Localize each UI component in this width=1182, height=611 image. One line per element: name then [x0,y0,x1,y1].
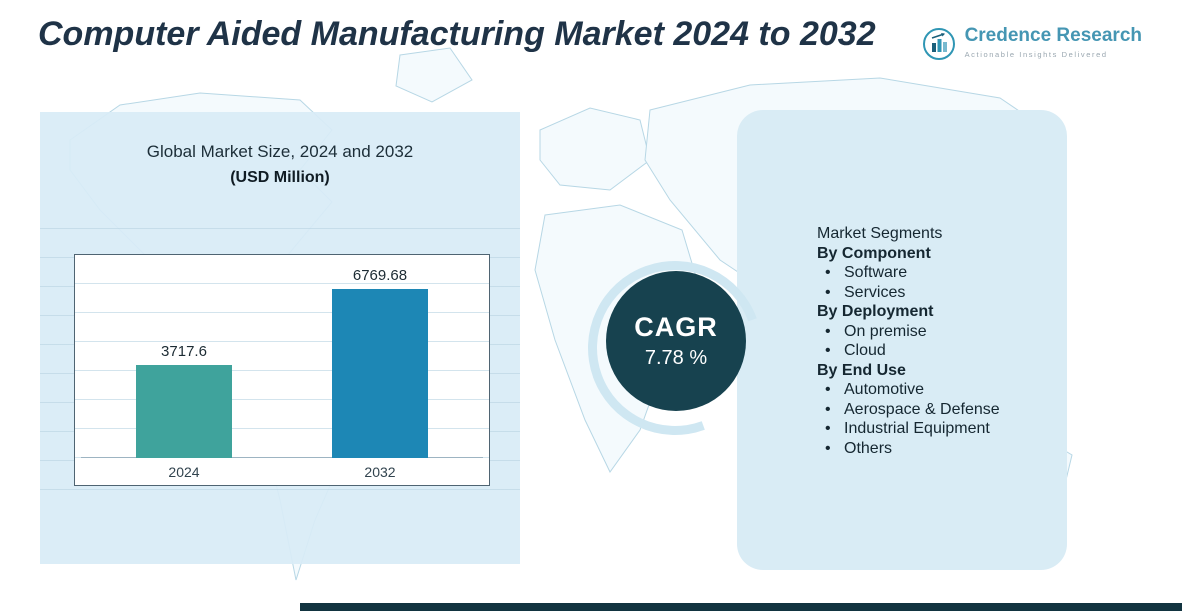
bar-chart: 3717.6 6769.68 2024 2032 [74,254,490,486]
segments-heading: Market Segments [817,225,943,242]
market-size-panel: Global Market Size, 2024 and 2032 (USD M… [40,112,520,564]
segment-group-deployment: By Deployment On premise Cloud [817,302,1047,361]
bar-plot: 3717.6 6769.68 [75,263,489,458]
bar-category-label: 2032 [364,463,396,480]
segment-item-list: Software Services [817,263,1047,302]
logo-text: Credence Research Actionable Insights De… [964,25,1142,59]
segment-item: Industrial Equipment [817,419,1047,439]
segment-item: On premise [817,322,1047,342]
page-title: Computer Aided Manufacturing Market 2024… [38,15,876,53]
bottom-accent-strip [300,603,1182,611]
chart-subtitle: (USD Million) [230,169,330,186]
logo-name: Credence Research [964,25,1142,46]
bar-category-label: 2024 [168,463,200,480]
cagr-label: CAGR [634,312,718,342]
market-segments-panel: Market Segments By Component Software Se… [737,110,1067,570]
segment-item-list: Automotive Aerospace & Defense Industria… [817,380,1047,458]
greenland-shape [395,47,473,103]
bar-value-label: 6769.68 [352,267,408,284]
bar-2024 [136,365,232,458]
segment-item: Software [817,263,1047,283]
segment-item: Others [817,439,1047,459]
bar-group: 6769.68 [332,267,428,458]
segment-group-end-use: By End Use Automotive Aerospace & Defens… [817,361,1047,459]
segment-item: Cloud [817,341,1047,361]
segment-group-label: By Component [817,244,931,262]
bar-2032 [332,289,428,458]
bar-value-label: 3717.6 [161,343,207,360]
segment-group-label: By Deployment [817,303,934,320]
segment-item-list: On premise Cloud [817,322,1047,361]
cagr-value: 7.78 % [644,347,708,369]
chart-title: Global Market Size, 2024 and 2032 [146,142,414,161]
logo-tagline: Actionable Insights Delivered [964,49,1108,59]
segment-item: Aerospace & Defense [817,400,1047,420]
x-axis-line [81,457,483,458]
cagr-badge: CAGR 7.78 % [606,271,746,411]
bar-group: 3717.6 [136,343,232,458]
segment-item: Services [817,283,1047,303]
segment-item: Automotive [817,380,1047,400]
segment-group-label: By End Use [817,361,906,379]
segment-group-component: By Component Software Services [817,244,1047,303]
credence-logo-icon [922,28,955,60]
europe-shape [539,107,651,191]
bar-category-labels: 2024 2032 [75,458,489,485]
credence-logo: Credence Research Actionable Insights De… [921,25,1142,62]
